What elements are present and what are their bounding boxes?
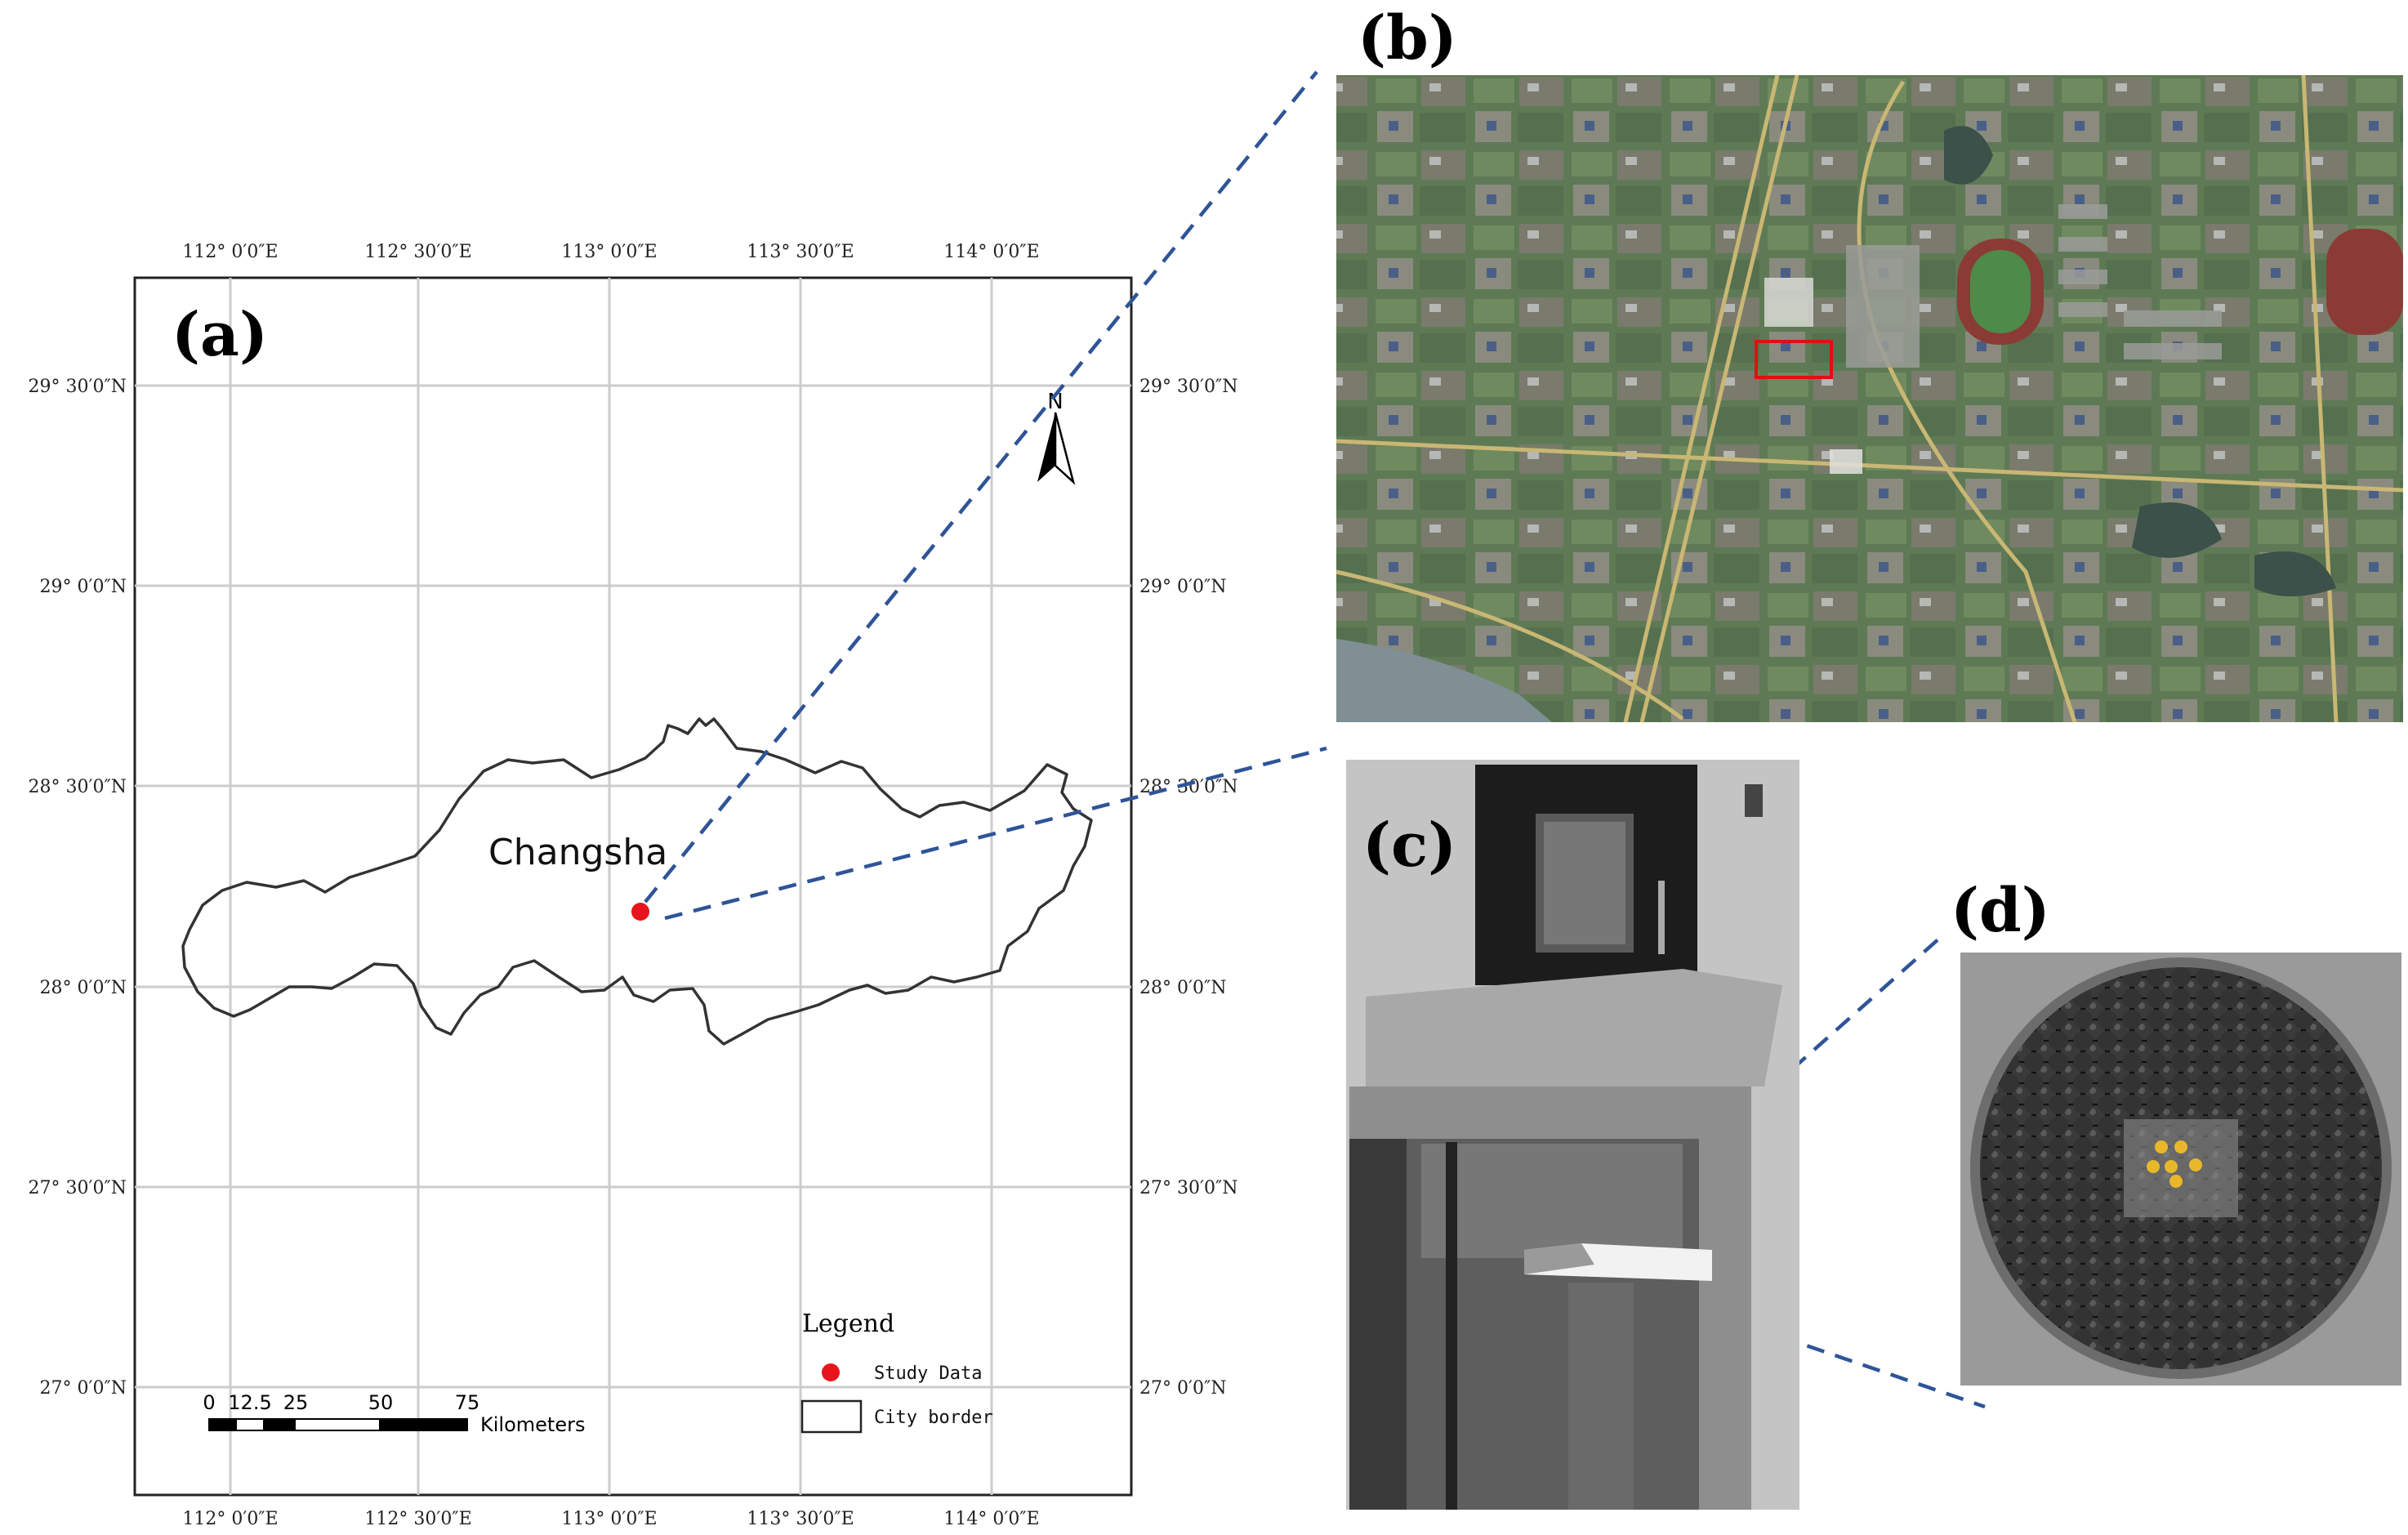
lat-label: 29° 0′0″N (1139, 577, 1226, 597)
satellite-image (1336, 75, 2403, 722)
lon-label: 112° 0′0″E (182, 1509, 278, 1529)
lat-label: 29° 0′0″N (40, 577, 127, 597)
lon-label: 114° 0′0″E (943, 242, 1039, 262)
north-arrow-label: N (1047, 390, 1063, 414)
scale-bar: 0 12.5 25 50 75 Kilometers (203, 1391, 585, 1436)
lat-label: 27° 30′0″N (29, 1178, 127, 1198)
lat-labels-right: 29° 30′0″N 29° 0′0″N 28° 30′0″N 28° 0′0″… (1139, 377, 1237, 1399)
lon-label: 112° 0′0″E (182, 242, 278, 262)
lon-label: 113° 30′0″E (747, 1509, 854, 1529)
legend-border-swatch (800, 1399, 863, 1434)
north-arrow: N (1037, 390, 1076, 485)
lat-label: 28° 0′0″N (40, 978, 127, 998)
lon-label: 114° 0′0″E (943, 1509, 1039, 1529)
map-legend: Legend Study Data City border (800, 1310, 993, 1434)
lon-label: 113° 0′0″E (561, 1509, 657, 1529)
panel-label-b: (b) (1358, 3, 1457, 74)
legend-border-label: City border (874, 1408, 993, 1428)
scale-tick-label: 0 (203, 1391, 215, 1414)
lat-label: 29° 30′0″N (29, 377, 127, 397)
study-area-box (1755, 340, 1833, 379)
panel-label-a: (a) (172, 300, 268, 370)
sample-photo-panel: (d) (1951, 876, 2401, 1386)
lon-labels-bottom: 112° 0′0″E 112° 30′0″E 113° 0′0″E 113° 3… (182, 1509, 1039, 1529)
lat-label: 29° 30′0″N (1139, 377, 1237, 397)
lat-label: 27° 0′0″N (1139, 1378, 1226, 1399)
lon-label: 112° 30′0″E (364, 1509, 471, 1529)
scale-tick-label: 50 (368, 1391, 394, 1414)
satellite-panel: (b) (1336, 3, 2404, 723)
city-label: Changsha (488, 832, 667, 873)
sample-highlight-area (2124, 1119, 2238, 1217)
legend-study-label: Study Data (874, 1363, 982, 1384)
lat-labels-left: 29° 30′0″N 29° 0′0″N 28° 30′0″N 28° 0′0″… (29, 377, 127, 1399)
satellite-roads (1336, 74, 2404, 723)
study-point (631, 903, 649, 921)
lat-label: 28° 30′0″N (29, 777, 127, 797)
panel-label-d: (d) (1951, 876, 2050, 946)
lat-label: 27° 30′0″N (1139, 1178, 1237, 1198)
map-panel: 112° 0′0″E 112° 30′0″E 113° 0′0″E 113° 3… (29, 242, 1238, 1529)
lon-label: 112° 30′0″E (364, 242, 471, 262)
map-frame (133, 276, 1133, 1497)
city-border (181, 717, 1093, 1046)
scale-tick-label: 75 (455, 1391, 480, 1414)
panel-label-c: (c) (1362, 810, 1456, 881)
lon-label: 113° 30′0″E (747, 242, 854, 262)
legend-title: Legend (802, 1310, 894, 1338)
scale-tick-label: 12.5 (228, 1391, 271, 1414)
scale-unit: Kilometers (480, 1413, 585, 1436)
lat-label: 27° 0′0″N (40, 1378, 127, 1399)
device-photo-panel: (c) (1346, 760, 1799, 1510)
lat-label: 28° 0′0″N (1139, 978, 1226, 998)
legend-study-marker (822, 1363, 840, 1381)
scale-tick-label: 25 (283, 1391, 309, 1414)
satellite-river (1336, 639, 1552, 722)
lon-label: 113° 0′0″E (561, 242, 657, 262)
highlighted-samples (2147, 1140, 2202, 1188)
lon-labels-top: 112° 0′0″E 112° 30′0″E 113° 0′0″E 113° 3… (182, 242, 1039, 262)
